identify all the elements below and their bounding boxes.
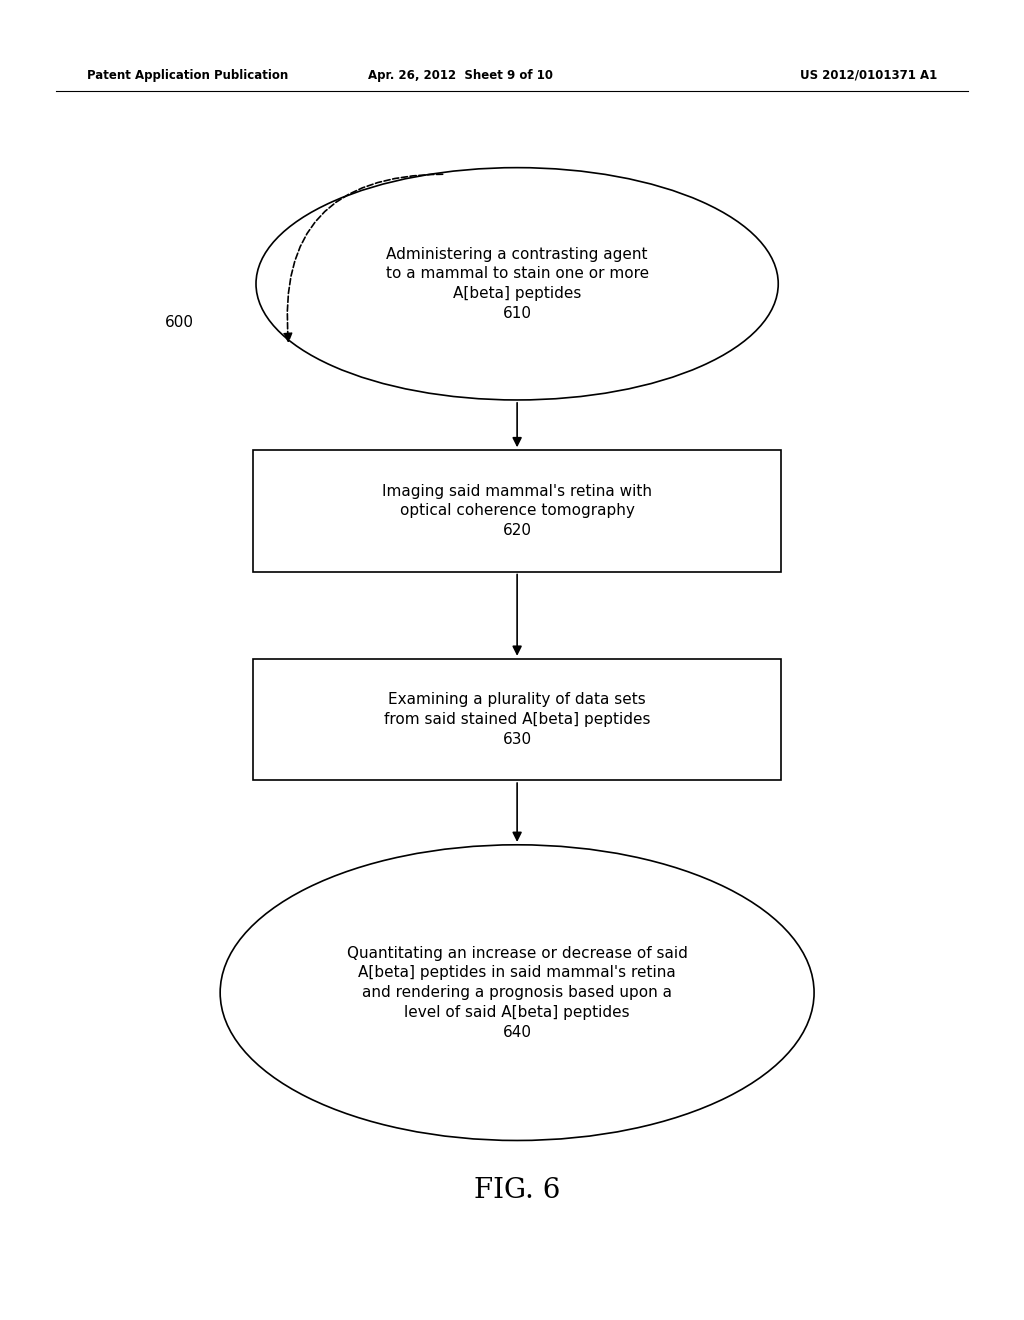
Text: Imaging said mammal's retina with
optical coherence tomography
620: Imaging said mammal's retina with optica… bbox=[382, 483, 652, 539]
Text: Apr. 26, 2012  Sheet 9 of 10: Apr. 26, 2012 Sheet 9 of 10 bbox=[369, 69, 553, 82]
Bar bbox=[254, 659, 780, 780]
Text: Quantitating an increase or decrease of said
A[beta] peptides in said mammal's r: Quantitating an increase or decrease of … bbox=[347, 945, 687, 1040]
Text: Patent Application Publication: Patent Application Publication bbox=[87, 69, 289, 82]
Text: 600: 600 bbox=[165, 314, 194, 330]
Text: US 2012/0101371 A1: US 2012/0101371 A1 bbox=[800, 69, 937, 82]
Text: Examining a plurality of data sets
from said stained A[beta] peptides
630: Examining a plurality of data sets from … bbox=[384, 692, 650, 747]
Bar bbox=[254, 450, 780, 572]
Text: FIG. 6: FIG. 6 bbox=[474, 1177, 560, 1204]
Text: Administering a contrasting agent
to a mammal to stain one or more
A[beta] pepti: Administering a contrasting agent to a m… bbox=[386, 247, 648, 321]
